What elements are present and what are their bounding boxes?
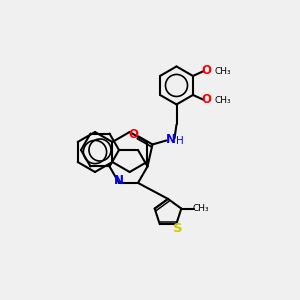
Text: O: O	[201, 94, 211, 106]
Text: H: H	[176, 136, 183, 146]
Text: CH₃: CH₃	[192, 204, 208, 213]
Text: O: O	[128, 128, 139, 141]
Text: N: N	[114, 174, 124, 188]
Text: S: S	[173, 222, 183, 235]
Text: N: N	[166, 133, 176, 146]
Text: CH₃: CH₃	[215, 68, 232, 76]
Text: CH₃: CH₃	[215, 97, 232, 106]
Text: O: O	[201, 64, 211, 77]
